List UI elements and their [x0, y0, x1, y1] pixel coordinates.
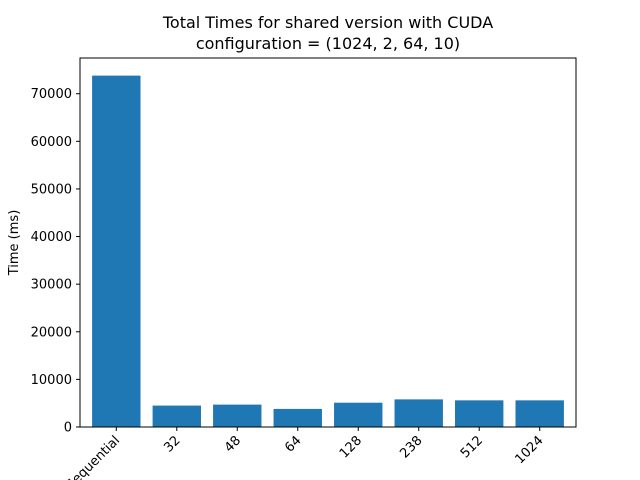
bar-238	[394, 399, 443, 427]
y-axis-label: Time (ms)	[7, 210, 22, 277]
x-tick-label: 64	[282, 433, 304, 455]
chart-title: Total Times for shared version with CUDA	[162, 13, 493, 32]
bar-512	[455, 400, 504, 427]
y-tick-label: 70000	[31, 87, 72, 102]
bars-group	[92, 75, 564, 428]
chart-subtitle: configuration = (1024, 2, 64, 10)	[196, 34, 460, 53]
y-tick-label: 10000	[31, 373, 72, 388]
bar-48	[213, 404, 262, 427]
bar-32	[152, 405, 201, 427]
y-tick-label: 60000	[31, 135, 72, 150]
y-tick-label: 30000	[31, 278, 72, 293]
bar-sequential	[92, 75, 141, 428]
y-tick-label: 20000	[31, 325, 72, 340]
y-tick-label: 0	[64, 421, 72, 436]
x-tick-label: 128	[337, 433, 365, 461]
bar-128	[334, 402, 383, 427]
x-tick-label: 512	[458, 433, 486, 461]
y-axis: 0 10000 20000 30000 40000 50000 60000 70000	[31, 87, 80, 436]
bar-1024	[515, 400, 564, 427]
x-tick-label: 32	[161, 433, 183, 455]
bar-64	[273, 408, 322, 427]
x-tick-label: Sequential	[64, 433, 124, 480]
x-tick-label: 238	[397, 433, 425, 461]
y-tick-label: 40000	[31, 230, 72, 245]
x-axis: Sequential 32 48 64 128 238 512 1024	[64, 427, 547, 480]
y-tick-label: 50000	[31, 182, 72, 197]
x-tick-label: 48	[222, 433, 244, 455]
plot-frame	[79, 57, 577, 428]
x-tick-label: 1024	[513, 433, 547, 467]
